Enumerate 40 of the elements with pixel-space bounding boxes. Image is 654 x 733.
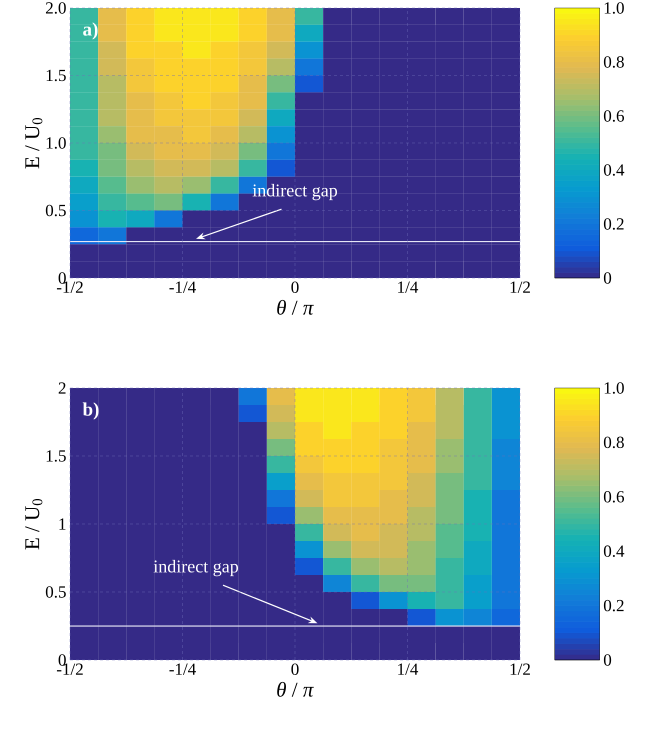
text: a) xyxy=(83,22,98,40)
color-bar-label: 0.8 xyxy=(604,56,624,68)
color-bar-label: 0 xyxy=(604,272,612,284)
color-bar-label: 0.2 xyxy=(604,600,624,612)
color-bar-label: 1.0 xyxy=(604,382,624,394)
y-tick-label: 1 xyxy=(59,518,66,530)
color-bar-label: 0.8 xyxy=(604,436,624,448)
color-bar-label: 1.0 xyxy=(604,2,624,14)
color-bar-label: 0.4 xyxy=(604,164,624,176)
y-tick-label: 2 xyxy=(58,382,66,394)
y-axis-title: E / U$_{0}$ xyxy=(25,498,42,550)
annotation: indirect gap xyxy=(154,560,238,576)
color-bar-label: 0.2 xyxy=(604,218,624,230)
color-bar-label: 0.6 xyxy=(604,110,624,122)
y-axis-title: E / U$_{0}$ xyxy=(25,118,42,168)
x-tick-label: 0 xyxy=(291,282,299,294)
x-axis-title: θ / π xyxy=(277,300,314,315)
y-tick-label: 0.5 xyxy=(46,586,66,598)
y-tick-label: 1.5 xyxy=(46,450,66,462)
y-tick-label: 0 xyxy=(58,272,66,284)
y-tick-label: 0.5 xyxy=(46,204,66,216)
x-tick-label: -1/2 xyxy=(56,282,83,293)
y-tick-label: 1.5 xyxy=(46,70,66,82)
x-tick-label: 1/2 xyxy=(510,664,530,675)
y-tick-label: 0 xyxy=(58,654,66,666)
color-bar-label: 0.6 xyxy=(604,491,624,503)
y-tick-label: 1.0 xyxy=(46,137,66,149)
x-tick-label: 0 xyxy=(291,664,299,676)
x-tick-label: 1/2 xyxy=(510,282,530,293)
x-tick-label: 1/4 xyxy=(398,664,418,675)
x-tick-label: -1/4 xyxy=(169,664,196,675)
x-tick-label: 1/4 xyxy=(398,282,418,293)
color-bar-label: 0.4 xyxy=(604,545,624,557)
x-axis-title: θ / π xyxy=(277,682,314,697)
y-tick-label: 2.0 xyxy=(46,2,66,14)
text: b) xyxy=(82,402,99,420)
x-tick-label: -1/4 xyxy=(169,282,196,293)
x-tick-label: -1/2 xyxy=(56,664,83,675)
annotation: indirect gap xyxy=(252,184,338,200)
color-bar-label: 0 xyxy=(604,654,612,666)
